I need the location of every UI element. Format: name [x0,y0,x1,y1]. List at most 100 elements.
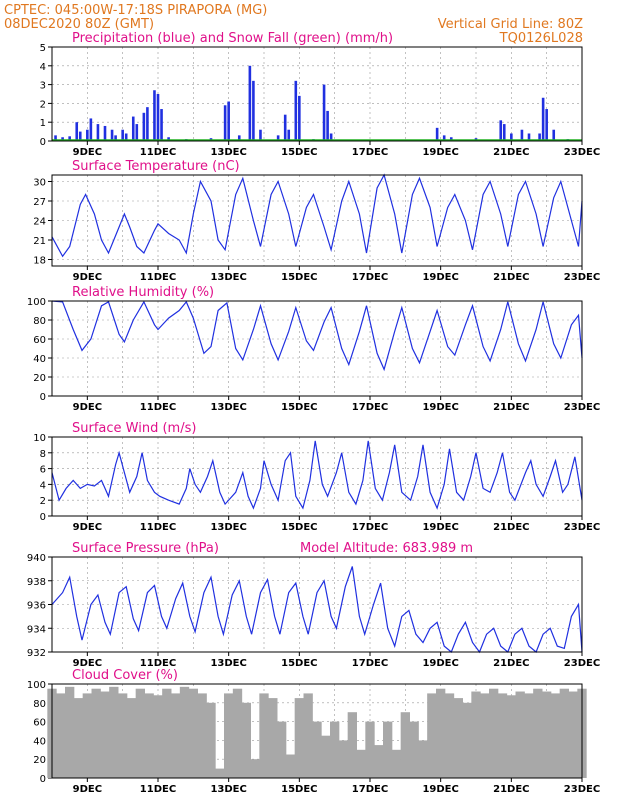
header-model: TQ0126L028 [499,31,583,46]
precip-title: Precipitation (blue) and Snow Fall (gree… [72,31,393,46]
cloud-bar [347,712,357,778]
cloud-bar [515,691,525,778]
precip-bar [89,118,93,141]
cloud-bar [171,693,181,778]
x-tick-label: 21DEC [493,402,529,413]
x-tick-label: 13DEC [210,147,246,158]
cloud-bar [250,759,260,778]
x-tick-label: 11DEC [140,658,176,669]
cloud-bar [126,698,137,778]
rh-panel: Relative Humidity (%) 0 20 40 60 80 100 9DEC 11D… [27,285,600,413]
cloud-bar [383,721,393,778]
header-location: CPTEC: 045:00W-17:18S PIRAPORA (MG) [4,3,267,18]
cloud-bar [188,688,198,778]
precip-bar [54,135,57,141]
y-tick-label: 20 [33,755,46,766]
x-tick-label: 11DEC [140,522,176,533]
y-tick-label: 0 [40,512,46,523]
cloud-bar [135,688,145,778]
cloud-bar [294,698,304,778]
cloud-bar [100,691,110,778]
precip-bar [541,97,545,141]
cloud-bar [391,749,402,778]
precip-bar [502,124,506,141]
y-tick-label: 5 [40,43,46,54]
x-tick-label: 9DEC [73,272,102,283]
precip-bar [326,110,329,141]
cloud-bar [56,693,66,778]
cloud-bar [259,693,269,778]
wind-line [51,440,583,510]
y-tick-label: 936 [27,601,46,612]
y-tick-label: 80 [33,699,46,710]
precip-bar [160,109,163,141]
rh-title: Relative Humidity (%) [72,285,214,300]
precip-bar [499,120,503,141]
precip-bar [131,116,135,141]
cloud-bar [506,695,516,778]
precip-frame [51,46,583,142]
precip-bar [167,137,170,141]
x-tick-label: 13DEC [210,272,246,283]
cloud-bar [550,693,561,778]
cloud-bar [427,693,437,778]
y-tick-label: 21 [33,236,46,247]
x-tick-label: 21DEC [493,522,529,533]
cloud-bar [489,688,499,778]
precip-bar [294,80,298,141]
precip-bar [75,122,79,141]
x-tick-label: 13DEC [210,784,246,795]
cloud-bar [533,688,543,778]
cloud-bar [91,688,101,778]
cloud-bar [462,702,472,778]
precip-bar [223,105,227,141]
precip-bar [283,114,287,141]
y-tick-label: 0 [40,137,46,148]
cloud-bar [471,691,481,778]
precip-bar [156,94,160,141]
cloud-bar [179,686,190,778]
y-tick-label: 18 [33,256,46,267]
x-tick-label: 13DEC [210,658,246,669]
rh-line [51,300,583,372]
y-tick-label: 100 [27,680,46,691]
x-tick-label: 17DEC [352,658,388,669]
cloud-bar [215,768,225,778]
precip-bar [227,101,230,141]
x-tick-label: 17DEC [352,147,388,158]
x-tick-label: 19DEC [422,147,458,158]
precip-bar [259,129,262,141]
x-tick-label: 19DEC [422,522,458,533]
precip-bar [78,131,82,141]
cloud-bar [321,735,331,778]
cloud-bar [418,740,428,778]
y-tick-label: 4 [40,62,46,73]
precip-bar [287,129,291,141]
x-tick-label: 15DEC [281,658,317,669]
cloud-bar [542,691,552,778]
cloud-bar [118,693,128,778]
x-tick-label: 23DEC [564,402,600,413]
cloud-bar [365,721,375,778]
precip-bar [252,80,255,141]
header-grid-note: Vertical Grid Line: 80Z [438,17,583,32]
cloud-bar [224,693,234,778]
cloud-bar [400,712,410,778]
wind-frame [51,436,583,517]
wind-title: Surface Wind (m/s) [72,421,196,436]
y-tick-label: 80 [33,316,46,327]
x-tick-label: 15DEC [281,147,317,158]
cloud-bar [65,686,75,778]
y-tick-label: 20 [33,373,46,384]
precip-bar [552,129,556,141]
x-tick-label: 23DEC [564,522,600,533]
cloud-bar [109,686,119,778]
cloud-bar [568,691,578,778]
y-tick-label: 60 [33,718,46,729]
cloud-frame [51,683,583,779]
x-tick-label: 15DEC [281,402,317,413]
x-tick-label: 13DEC [210,402,246,413]
x-tick-label: 15DEC [281,272,317,283]
pres-annotation: Model Altitude: 683.989 m [300,541,473,556]
